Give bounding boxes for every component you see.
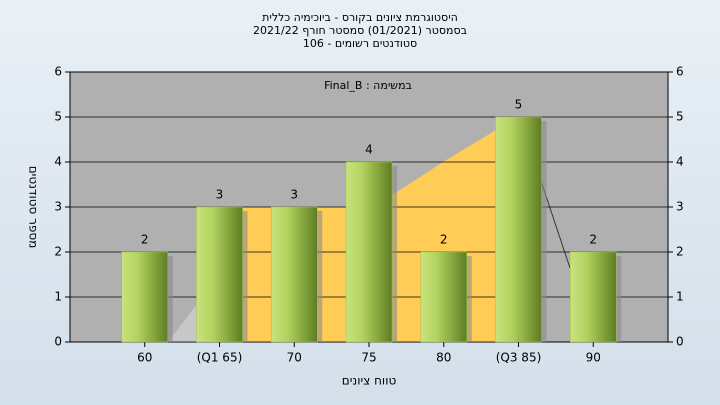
bar: [420, 251, 467, 343]
value-label: 3: [290, 188, 298, 202]
x-tick-label: (Q3 85): [496, 351, 542, 365]
y-tick-label: 6: [54, 65, 62, 79]
value-label: 2: [440, 233, 448, 247]
y-tick-label: 5: [676, 110, 684, 124]
chart-title: בסמסטר (01/2021) סמסטר חורף 2021/22: [253, 24, 467, 37]
x-axis-label: טווח ציונים: [342, 374, 397, 388]
bar: [196, 206, 243, 343]
x-tick-label: 60: [137, 351, 152, 365]
y-tick-label: 4: [54, 155, 62, 169]
y-tick-label: 2: [54, 245, 62, 259]
chart-title: סטודנטים רשומים - 106: [303, 37, 417, 50]
y-tick-label: 6: [676, 65, 684, 79]
x-tick-label: 70: [287, 351, 302, 365]
bar: [271, 206, 318, 343]
bar: [345, 161, 393, 343]
annotation: במשימה : Final_B: [324, 79, 412, 92]
y-tick-label: 5: [54, 110, 62, 124]
x-tick-label: (Q1 65): [197, 351, 243, 365]
value-label: 2: [141, 233, 149, 247]
x-tick-label: 75: [361, 351, 376, 365]
y-tick-label: 2: [676, 245, 684, 259]
y-tick-label: 3: [54, 200, 62, 214]
value-label: 4: [365, 143, 373, 157]
y-tick-label: 0: [54, 335, 62, 349]
y-tick-label: 3: [676, 200, 684, 214]
y-tick-label: 4: [676, 155, 684, 169]
bar: [121, 251, 168, 343]
chart-title: היסטוגרמת ציונים בקורס - ביוכימיה כללית: [262, 11, 458, 24]
y-tick-label: 1: [54, 290, 62, 304]
value-label: 3: [216, 188, 224, 202]
bar: [570, 251, 617, 343]
y-axis-label: מספר סטודנטים: [27, 166, 41, 249]
value-label: 5: [515, 98, 523, 112]
bar: [495, 116, 542, 343]
x-tick-label: 80: [436, 351, 451, 365]
y-tick-label: 0: [676, 335, 684, 349]
value-label: 2: [589, 233, 597, 247]
x-tick-label: 90: [586, 351, 601, 365]
y-tick-label: 1: [676, 290, 684, 304]
